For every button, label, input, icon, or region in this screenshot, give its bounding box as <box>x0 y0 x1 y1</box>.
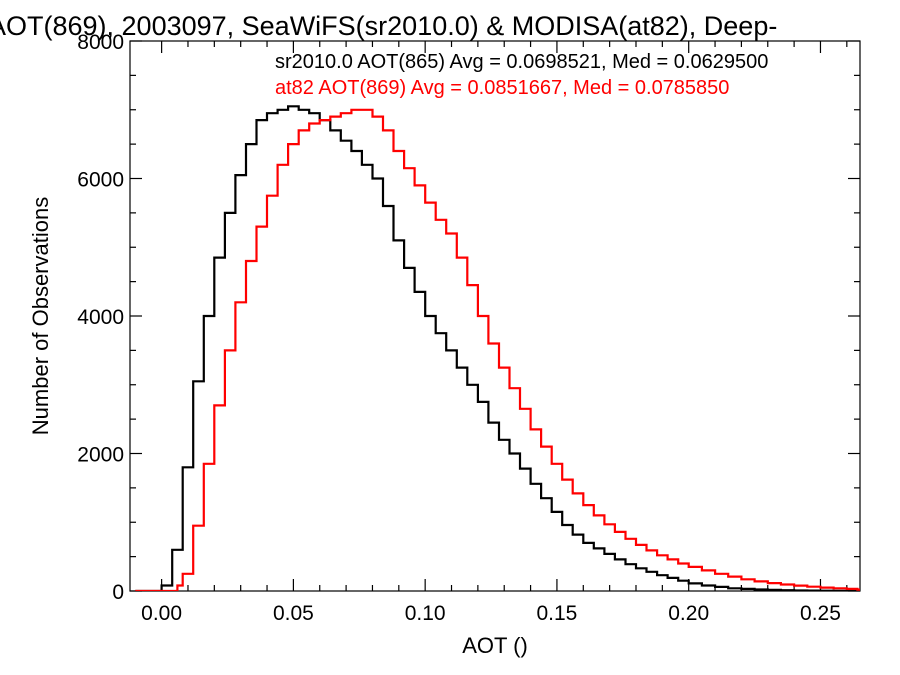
x-tick-label: 0.10 <box>405 602 446 625</box>
y-tick-label: 4000 <box>77 306 124 329</box>
plot-frame <box>129 40 861 592</box>
chart-title: AOT(869), 2003097, SeaWiFS(sr2010.0) & M… <box>0 11 777 41</box>
x-axis-label: AOT () <box>462 633 528 658</box>
x-tick-label: 0.15 <box>536 602 577 625</box>
y-tick-label: 8000 <box>77 31 124 54</box>
y-tick-label: 2000 <box>77 444 124 467</box>
x-tick-label: 0.25 <box>800 602 841 625</box>
x-tick-label: 0.20 <box>668 602 709 625</box>
series-layer <box>135 105 860 591</box>
stats-annotation-sr2010: sr2010.0 AOT(865) Avg = 0.0698521, Med =… <box>275 51 768 73</box>
y-tick-label: 6000 <box>77 169 124 192</box>
y-tick-label: 0 <box>112 581 124 604</box>
y-axis-label: Number of Observations <box>28 197 53 435</box>
stats-annotation-at82: at82 AOT(869) Avg = 0.0851667, Med = 0.0… <box>275 77 729 99</box>
x-tick-label: 0.00 <box>141 602 182 625</box>
y-axis-ticks: 0 2000 4000 6000 8000 <box>77 31 860 604</box>
x-tick-label: 0.05 <box>273 602 314 625</box>
series-line-at82 <box>135 108 860 591</box>
series-line-sr2010 <box>135 105 860 591</box>
x-axis-ticks: 0.00 0.05 0.10 0.15 0.20 0.25 <box>141 41 848 625</box>
